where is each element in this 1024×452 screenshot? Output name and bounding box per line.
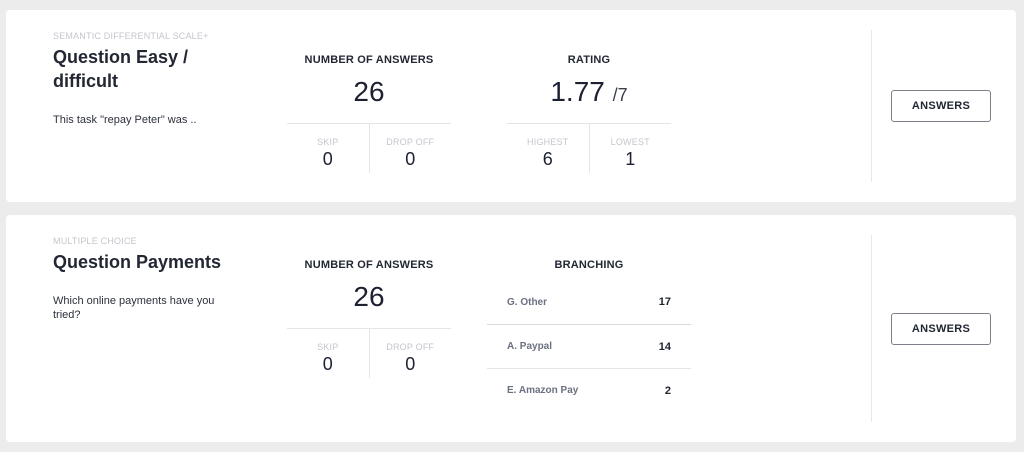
metric-value: 26 [353,76,385,107]
vertical-divider [871,30,872,182]
branching-item-count: 17 [658,296,671,308]
highest-label: HIGHEST [527,137,569,147]
skip-value: 0 [322,354,333,374]
branching-item-label: E. Amazon Pay [507,385,579,396]
skip-stat: SKIP 0 [287,329,369,378]
branching-item-label: A. Paypal [507,341,553,352]
branching-item: E. Amazon Pay 2 [487,368,691,412]
metric-title: RATING [567,54,611,66]
metric-sub-row: SKIP 0 DROP OFF 0 [287,123,451,173]
branching-section: BRANCHING G. Other 17 A. Paypal 14 E. Am… [487,259,691,412]
drop-off-value: 0 [405,149,416,169]
question-card-easy-difficult: SEMANTIC DIFFERENTIAL SCALE+ Question Ea… [6,10,1016,202]
rating-scale: /7 [612,85,628,105]
highest-stat: HIGHEST 6 [507,124,589,173]
branching-list: G. Other 17 A. Paypal 14 E. Amazon Pay 2 [487,280,691,412]
drop-off-stat: DROP OFF 0 [368,329,452,378]
highest-value: 6 [542,149,553,169]
question-title: Question Easy / difficult [53,47,189,91]
metric-value: 26 [353,281,385,312]
drop-off-label: DROP OFF [386,137,435,147]
metric-sub-row: HIGHEST 6 LOWEST 1 [507,123,671,173]
number-of-answers-metric: NUMBER OF ANSWERS 26 SKIP 0 DROP OFF 0 [287,54,451,174]
rating-value: 1.77 [550,76,605,107]
question-description: Which online payments have you tried? [53,295,215,321]
branching-item-label: G. Other [507,296,548,308]
branching-item-count: 2 [664,384,671,397]
number-of-answers-metric: NUMBER OF ANSWERS 26 SKIP 0 DROP OFF 0 [287,259,451,379]
metric-title: NUMBER OF ANSWERS [304,259,434,271]
skip-stat: SKIP 0 [287,124,369,173]
lowest-stat: LOWEST 1 [588,124,672,173]
drop-off-stat: DROP OFF 0 [368,124,452,173]
skip-label: SKIP [317,137,339,147]
metric-title: NUMBER OF ANSWERS [304,54,434,66]
skip-value: 0 [322,149,333,169]
question-description: This task "repay Peter" was .. [53,114,197,126]
answers-button[interactable]: ANSWERS [891,313,991,345]
lowest-value: 1 [625,149,636,169]
skip-label: SKIP [317,342,339,352]
answers-button[interactable]: ANSWERS [891,90,991,122]
question-title: Question Payments [53,252,222,272]
branching-title: BRANCHING [554,259,624,271]
lowest-label: LOWEST [610,137,650,147]
vertical-divider [871,235,872,422]
question-type-label: SEMANTIC DIFFERENTIAL SCALE+ [53,31,209,41]
drop-off-value: 0 [405,354,416,374]
branching-item-count: 14 [658,340,671,353]
rating-metric: RATING 1.77 /7 HIGHEST 6 LOWEST 1 [507,54,671,174]
metric-sub-row: SKIP 0 DROP OFF 0 [287,328,451,378]
branching-item: G. Other 17 [487,280,691,324]
question-type-label: MULTIPLE CHOICE [53,236,137,246]
branching-item: A. Paypal 14 [487,324,691,368]
question-card-payments: MULTIPLE CHOICE Question Payments Which … [6,215,1016,442]
drop-off-label: DROP OFF [386,342,435,352]
rating-value-line: 1.77 /7 [507,76,671,111]
